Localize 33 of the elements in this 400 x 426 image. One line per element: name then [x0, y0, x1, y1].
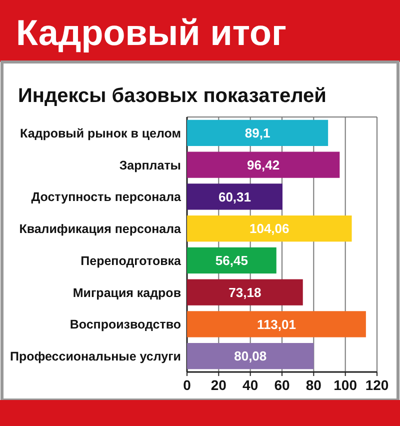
- y-tick-label: Миграция кадров: [72, 286, 182, 300]
- data-label: 56,45: [215, 253, 248, 268]
- y-tick-label: Доступность персонала: [31, 190, 182, 204]
- x-tick-label: 100: [334, 377, 358, 393]
- data-label: 89,1: [244, 126, 270, 141]
- chart-subtitle: Индексы базовых показателей: [18, 85, 326, 107]
- x-tick-label: 120: [365, 377, 389, 393]
- x-tick-label: 20: [210, 377, 227, 393]
- data-label: 113,01: [256, 316, 296, 332]
- data-label: 73,18: [228, 284, 262, 300]
- x-tick-label: 80: [306, 377, 322, 393]
- chart-title: Кадровый итог: [16, 12, 287, 53]
- bar: [187, 184, 282, 210]
- y-tick-label: Квалификация персонала: [19, 222, 182, 236]
- bar: [187, 342, 314, 370]
- y-tick-label: Переподготовка: [80, 254, 182, 268]
- bar: [187, 247, 276, 274]
- x-tick-label: 0: [183, 377, 192, 393]
- y-tick-label: Профессиональные услуги: [10, 350, 181, 364]
- y-tick-label: Кадровый рынок в целом: [20, 126, 181, 140]
- bar: [187, 152, 340, 178]
- data-label: 96,42: [247, 157, 280, 172]
- bar: [187, 120, 328, 146]
- data-label: 80,08: [234, 348, 267, 364]
- x-tick-label: 40: [242, 377, 258, 393]
- bar: [187, 215, 352, 242]
- bar: [187, 311, 366, 338]
- bar: [187, 279, 303, 306]
- data-label: 104,06: [250, 221, 290, 236]
- x-tick-label: 60: [274, 377, 290, 393]
- y-tick-label: Зарплаты: [119, 158, 181, 172]
- y-tick-label: Воспроизводство: [70, 318, 182, 332]
- data-label: 60,31: [218, 189, 252, 204]
